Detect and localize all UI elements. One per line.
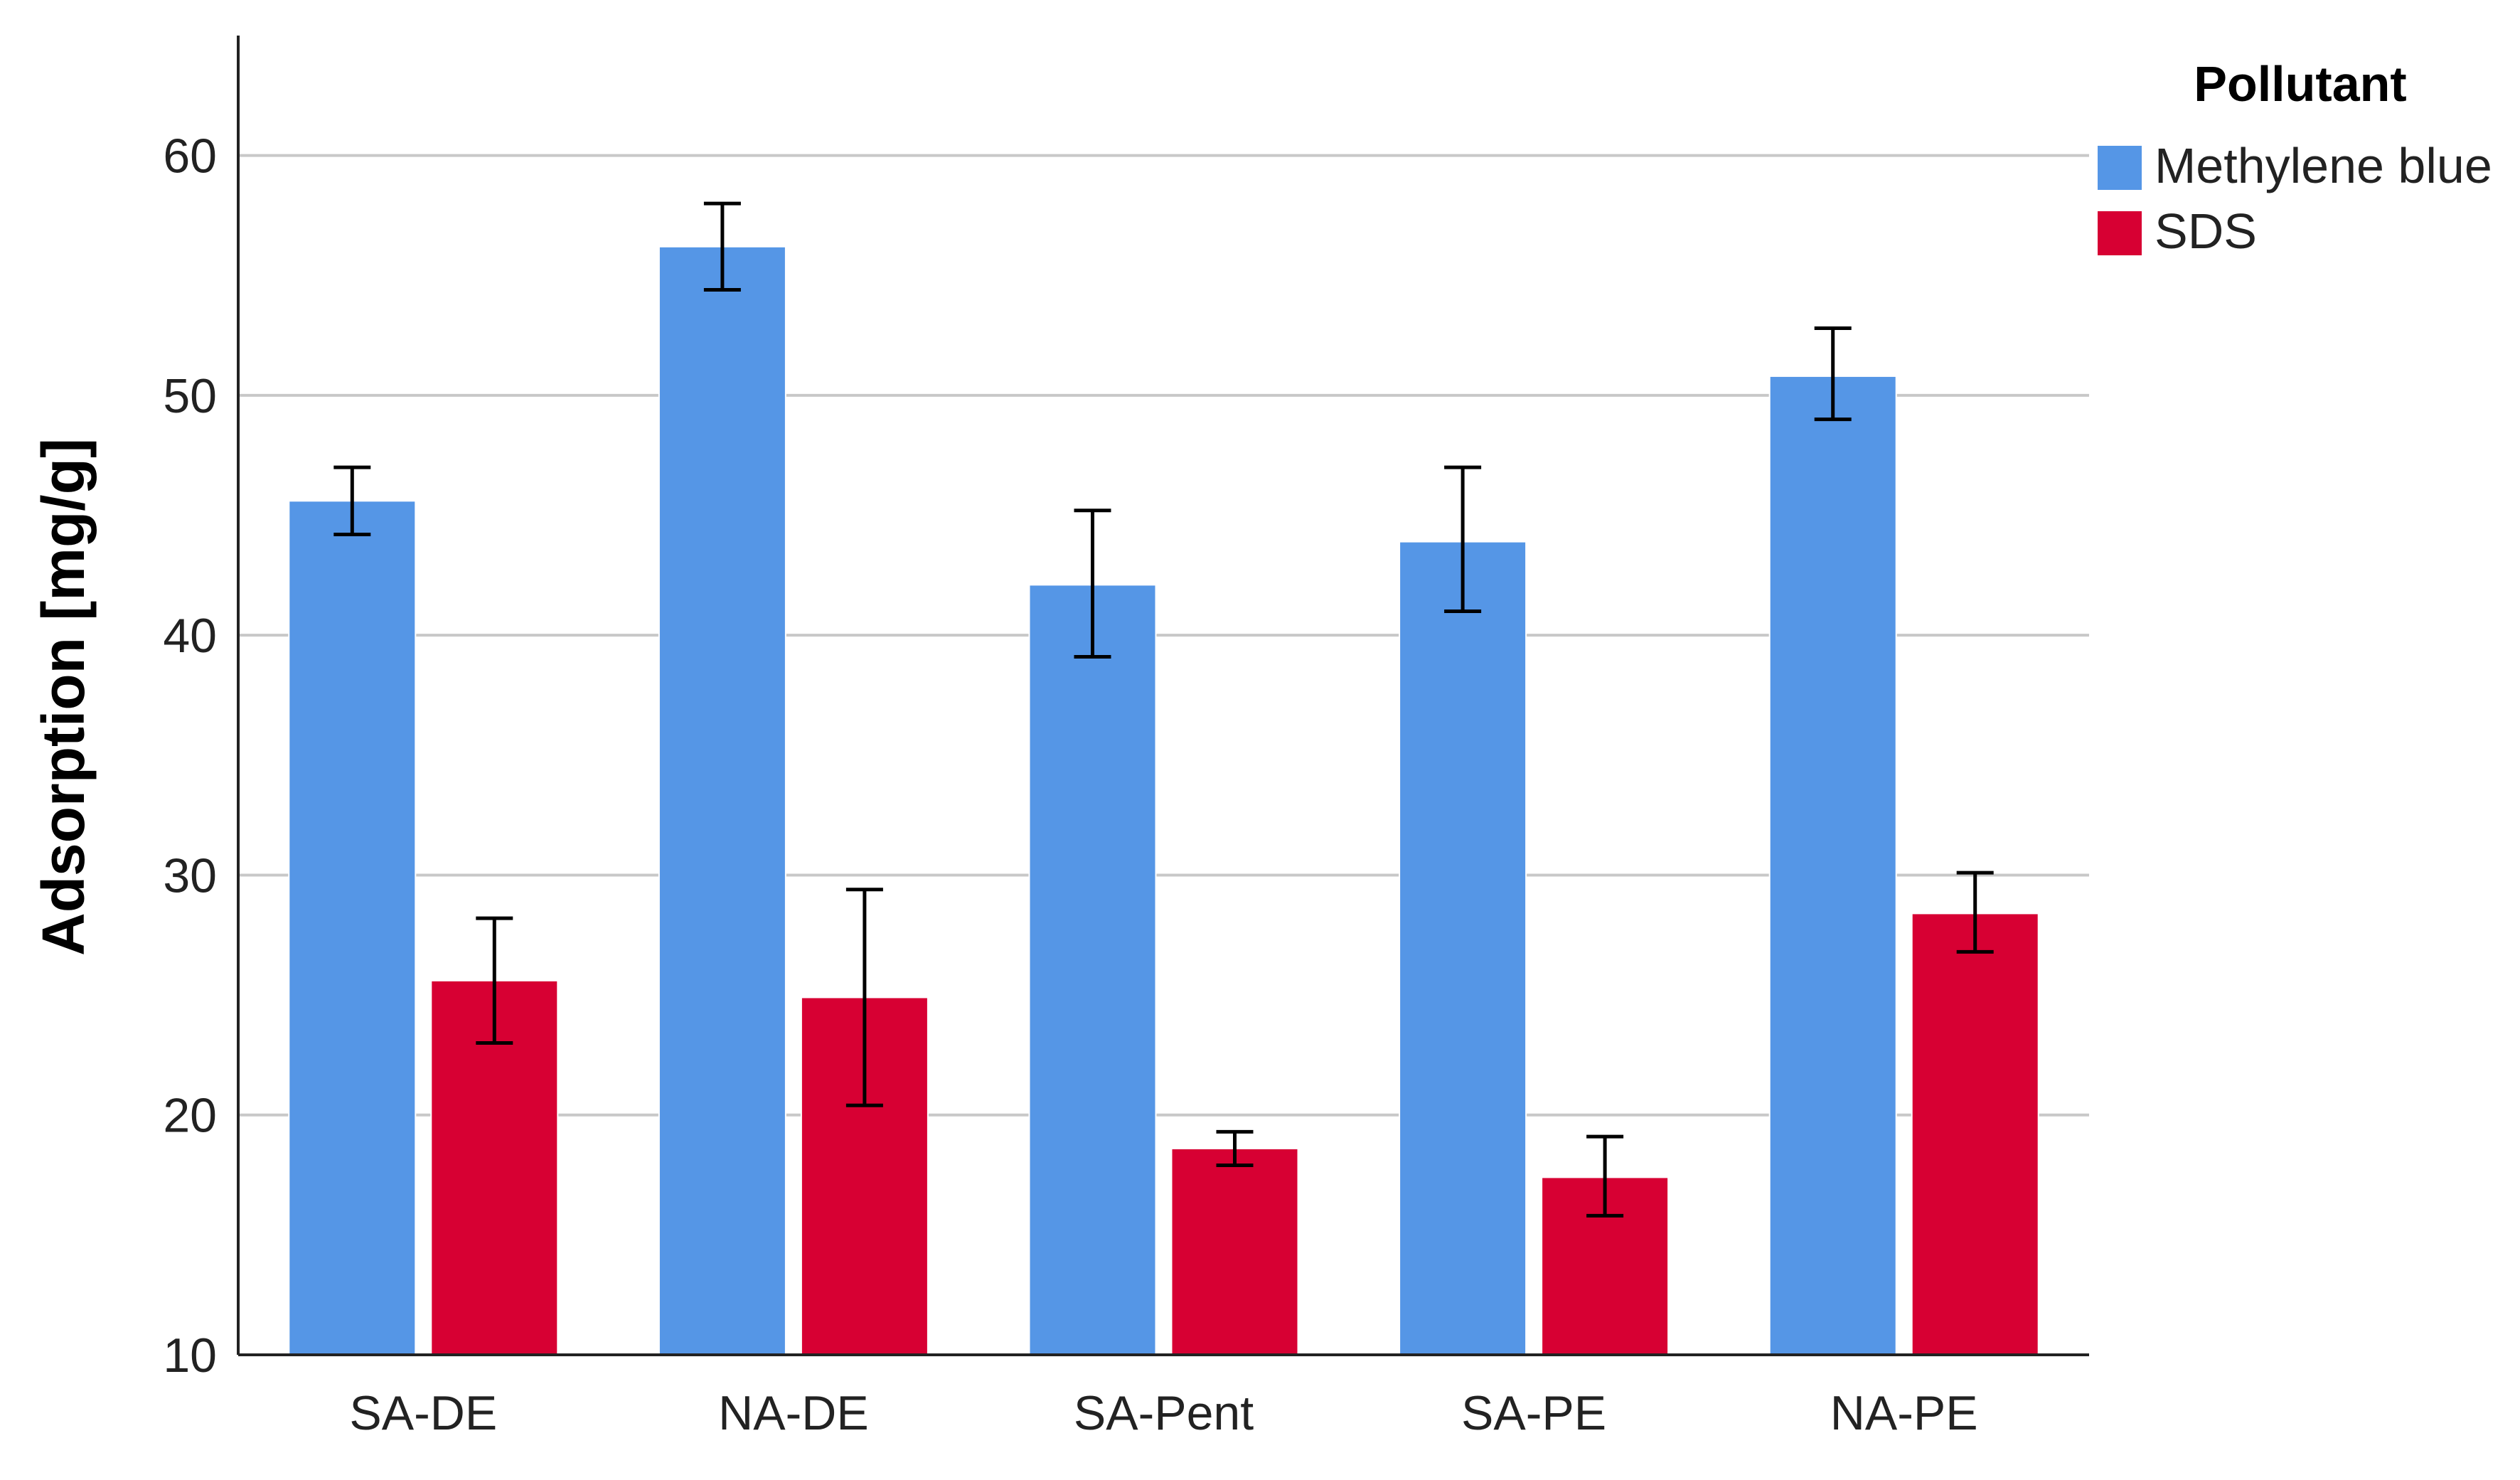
bar [1911,912,2039,1356]
y-tick-label: 20 [163,1089,217,1143]
x-tick-labels: SA-DE NA-DE SA-Pent SA-PE NA-PE [349,1386,1977,1440]
bar [1028,584,1157,1356]
legend-swatch [2098,146,2142,190]
bar [1170,1147,1299,1356]
legend-items: Methylene blue SDS [2098,138,2492,259]
x-tick-label: SA-PE [1461,1386,1606,1440]
axes [237,36,2089,1356]
x-tick-label: NA-DE [718,1386,869,1440]
legend-swatch [2098,211,2142,255]
legend-label: Methylene blue [2155,138,2492,193]
x-tick-label: SA-DE [349,1386,497,1440]
y-tick-label: 30 [163,848,217,903]
x-tick-label: NA-PE [1830,1386,1978,1440]
y-tick-labels: 10 20 30 40 50 60 [163,129,217,1383]
legend: Pollutant Methylene blue SDS [2098,56,2492,259]
bars [288,245,2039,1356]
x-tick-label: SA-Pent [1074,1386,1254,1440]
y-axis-title: Adsorption [mg/g] [30,438,97,956]
legend-label: SDS [2155,203,2257,259]
bar [288,500,417,1356]
bar [1399,541,1527,1356]
y-tick-label: 10 [163,1329,217,1383]
error-bars [333,201,1994,1218]
bar [658,245,786,1356]
y-tick-label: 50 [163,369,217,423]
y-tick-label: 60 [163,129,217,183]
y-tick-label: 40 [163,609,217,663]
bar [1768,375,1897,1356]
legend-title: Pollutant [2194,56,2406,112]
